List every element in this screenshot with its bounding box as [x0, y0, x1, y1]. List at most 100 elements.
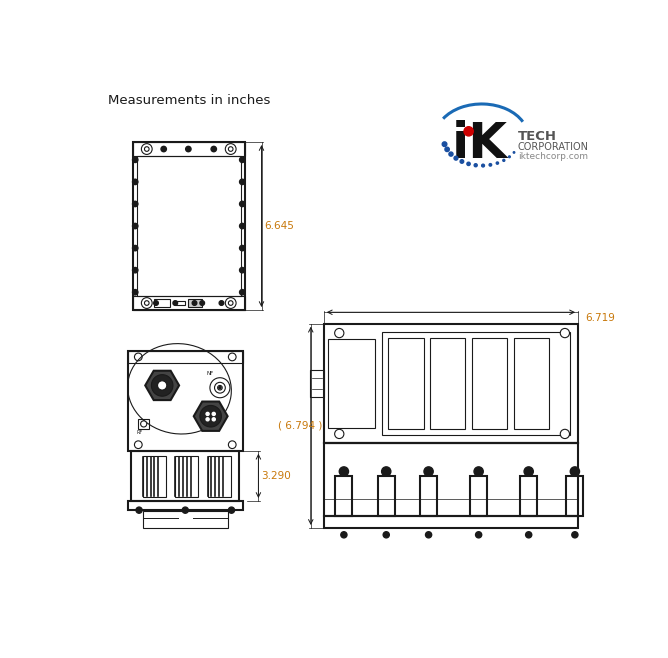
Bar [378, 476, 395, 517]
Bar [133, 142, 244, 310]
Circle shape [339, 467, 349, 476]
Bar [328, 340, 375, 428]
Bar [324, 443, 578, 517]
Circle shape [460, 160, 464, 163]
Circle shape [496, 162, 498, 164]
Circle shape [192, 301, 197, 305]
Circle shape [560, 328, 570, 338]
Text: iK: iK [452, 120, 508, 168]
Circle shape [200, 405, 222, 427]
Circle shape [240, 245, 245, 251]
Circle shape [142, 143, 152, 155]
Bar [133, 142, 244, 156]
Circle shape [219, 301, 224, 305]
Circle shape [467, 162, 470, 166]
Bar [430, 338, 466, 429]
Circle shape [225, 143, 236, 155]
Circle shape [132, 245, 138, 251]
Circle shape [240, 201, 245, 207]
Text: iktechcorp.com: iktechcorp.com [518, 152, 588, 161]
Circle shape [214, 382, 225, 393]
Circle shape [200, 301, 204, 305]
Circle shape [454, 156, 458, 160]
Bar [381, 332, 570, 436]
Bar [128, 351, 243, 363]
Bar [324, 324, 578, 443]
Bar [208, 456, 230, 497]
Circle shape [132, 223, 138, 229]
Bar [472, 338, 508, 429]
Circle shape [186, 146, 191, 152]
Circle shape [140, 421, 147, 427]
Circle shape [218, 387, 221, 389]
Circle shape [218, 386, 222, 390]
Bar [335, 476, 352, 517]
Circle shape [212, 413, 215, 415]
Circle shape [152, 374, 173, 396]
Bar [310, 370, 324, 397]
Circle shape [132, 201, 138, 207]
Circle shape [381, 467, 391, 476]
Circle shape [210, 378, 230, 397]
Circle shape [134, 353, 142, 361]
Circle shape [240, 290, 245, 295]
Circle shape [228, 507, 234, 513]
Circle shape [158, 381, 167, 390]
Bar [154, 299, 170, 307]
Text: RF: RF [137, 430, 143, 435]
Text: Measurements in inches: Measurements in inches [108, 94, 271, 107]
Circle shape [524, 467, 533, 476]
Circle shape [182, 507, 188, 513]
Circle shape [474, 164, 477, 166]
Circle shape [508, 156, 510, 158]
Circle shape [161, 146, 166, 152]
Circle shape [173, 301, 178, 305]
Circle shape [132, 290, 138, 295]
Circle shape [489, 164, 492, 166]
Bar [470, 476, 487, 517]
Circle shape [426, 532, 432, 538]
Circle shape [212, 418, 215, 421]
Circle shape [335, 328, 344, 338]
Bar [388, 338, 424, 429]
Bar [175, 456, 198, 497]
Circle shape [228, 441, 236, 449]
Circle shape [560, 429, 570, 438]
Bar [188, 299, 202, 307]
Circle shape [154, 301, 158, 305]
Circle shape [142, 297, 152, 309]
Bar [143, 511, 228, 528]
Circle shape [424, 467, 434, 476]
Bar [520, 476, 537, 517]
Circle shape [526, 532, 532, 538]
Circle shape [206, 418, 209, 421]
Circle shape [335, 429, 344, 438]
Bar [566, 476, 583, 517]
Circle shape [132, 268, 138, 273]
Bar [132, 451, 239, 501]
Text: NF: NF [206, 370, 213, 376]
Bar [133, 296, 244, 310]
Text: 6.645: 6.645 [265, 221, 295, 231]
Bar [143, 456, 166, 497]
Text: 3.290: 3.290 [261, 471, 291, 481]
Bar [514, 338, 549, 429]
Circle shape [464, 127, 473, 136]
Circle shape [240, 223, 245, 229]
Text: ( 6.794 ): ( 6.794 ) [279, 421, 323, 431]
Circle shape [228, 353, 236, 361]
Circle shape [132, 157, 138, 163]
Circle shape [476, 532, 482, 538]
Bar [128, 351, 243, 451]
Bar [128, 501, 243, 510]
Bar [137, 156, 240, 296]
Circle shape [206, 413, 209, 415]
Bar [138, 418, 149, 429]
Text: 6.719: 6.719 [586, 313, 615, 323]
Bar [175, 301, 184, 305]
Circle shape [134, 441, 142, 449]
Circle shape [442, 142, 447, 147]
Circle shape [383, 532, 389, 538]
Circle shape [136, 507, 142, 513]
Circle shape [570, 467, 580, 476]
